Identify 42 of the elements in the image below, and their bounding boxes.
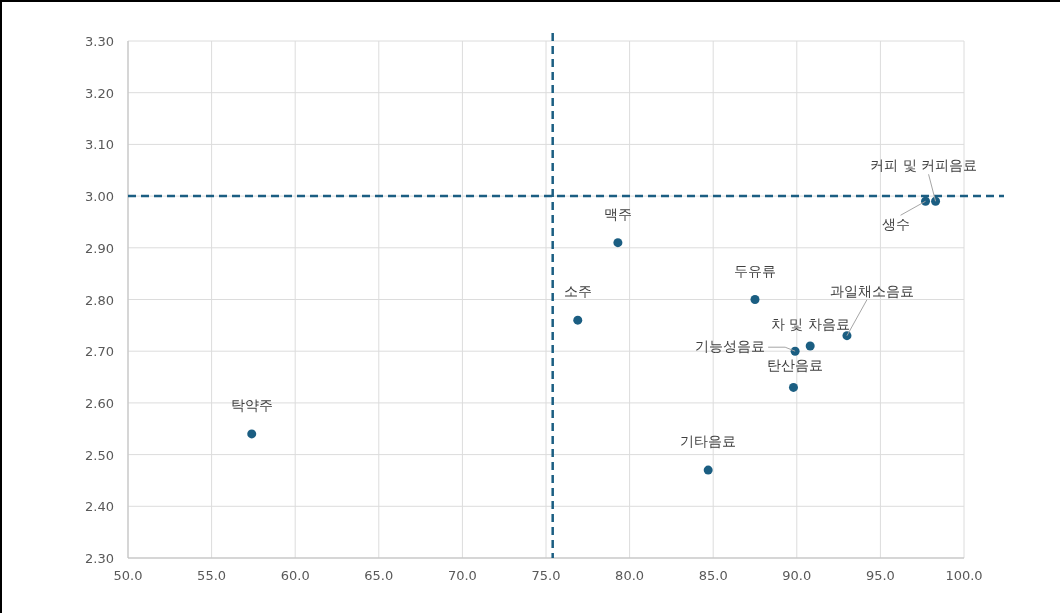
annotation: 탄산음료: [767, 357, 824, 374]
x-tick-label: 55.0: [197, 568, 227, 583]
point: [788, 382, 798, 392]
x-tick-label: 80.0: [615, 568, 645, 583]
annotation: 기타음료: [680, 433, 737, 450]
point: [703, 465, 713, 475]
point: [750, 295, 760, 304]
x-tick-label: 90.0: [782, 568, 812, 583]
point: [247, 429, 257, 439]
annotation: 생수: [881, 216, 910, 233]
x-tick-label: 65.0: [364, 568, 394, 583]
y-tick-label: 2.70: [85, 344, 114, 360]
y-tick-label: 3.30: [85, 34, 114, 49]
annotation: 차 및 차음료: [770, 316, 850, 333]
point: [921, 196, 931, 206]
point: [573, 315, 583, 325]
x-tick-label: 75.0: [531, 568, 561, 583]
y-tick-label: 2.60: [85, 395, 114, 411]
annotation: 커피 및 커피음료: [870, 157, 978, 174]
annotation: 과일채소음료: [829, 282, 914, 299]
x-tick-label: 60.0: [280, 568, 310, 583]
x-tick-label: 85.0: [698, 568, 728, 583]
y-tick-label: 2.30: [85, 551, 114, 566]
y-tick-label: 2.40: [85, 499, 114, 515]
annotation: 소주: [563, 283, 592, 300]
y-tick-label: 2.90: [85, 240, 114, 256]
x-tick-label: 50.0: [113, 568, 143, 583]
y-tick-label: 2.80: [85, 292, 114, 308]
annotation: 기능성음료: [695, 338, 766, 355]
point: [613, 238, 623, 248]
x-tick-label: 70.0: [447, 568, 477, 583]
y-tick-label: 3.00: [85, 189, 114, 205]
annotation: 탁약주: [230, 396, 273, 413]
annotation: 맥주: [603, 205, 632, 222]
x-tick-label: 100.0: [945, 568, 983, 583]
y-tick-label: 3.10: [85, 137, 114, 153]
y-tick-label: 2.50: [85, 447, 114, 463]
annotation: 두유류: [734, 262, 776, 279]
point: [805, 341, 815, 351]
y-tick-label: 3.20: [85, 85, 114, 101]
point: [931, 196, 941, 206]
x-tick-label: 95.0: [865, 568, 895, 583]
